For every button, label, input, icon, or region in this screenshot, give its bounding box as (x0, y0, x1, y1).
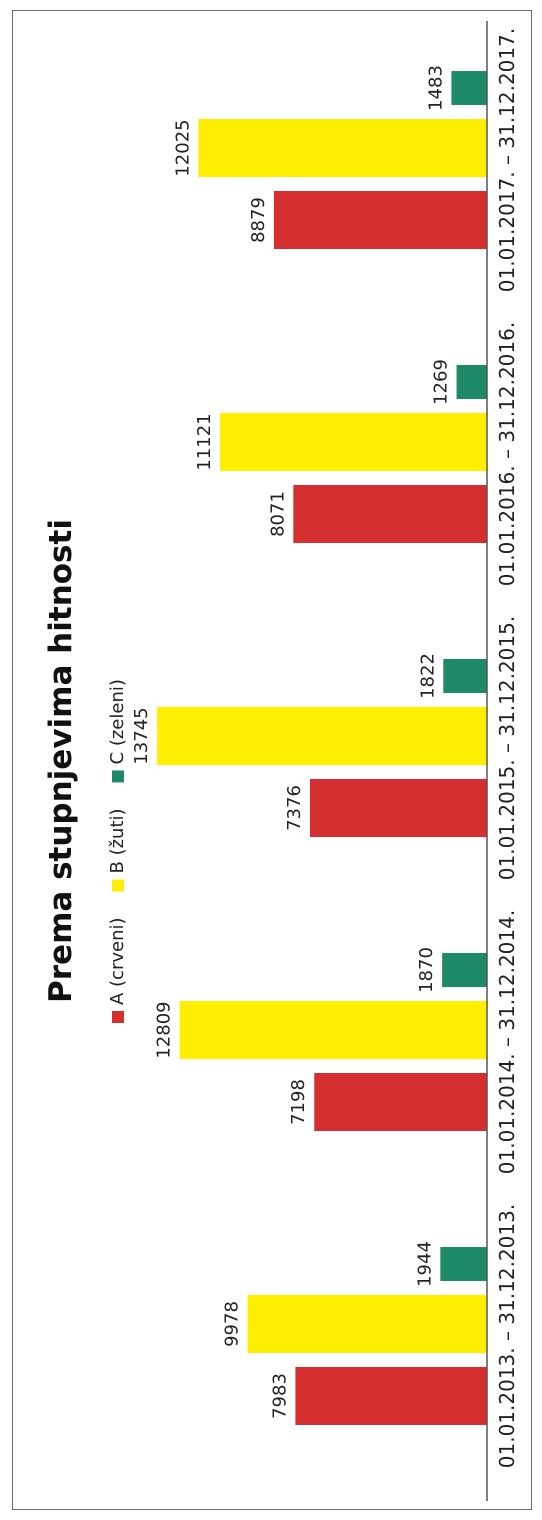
bar-c-zeleni-2 (442, 953, 487, 987)
data-label-c-zeleni-5: 1483 (425, 65, 446, 111)
x-tick-label-1: 01.01.2013. – 31.12.2013. (495, 1204, 519, 1468)
x-tick-labels: 01.01.2013. – 31.12.2013. 01.01.2014. – 3… (495, 28, 519, 1468)
legend-swatch-a-crveni (112, 1011, 124, 1023)
data-labels: 7983 9978 1944 7198 12809 1870 7376 13745 1822 80… (131, 65, 451, 1419)
x-tick-label-5: 01.01.2017. – 31.12.2017. (495, 28, 519, 292)
data-label-a-crveni-4: 8071 (267, 491, 288, 537)
chart-frame: Prema stupnjevima hitnosti A (crveni) B (… (12, 10, 532, 1510)
bar-a-crveni-5 (273, 191, 487, 249)
bar-a-crveni-1 (295, 1367, 487, 1425)
data-label-b-uti-1: 9978 (222, 1301, 243, 1347)
x-tick-label-3: 01.01.2015. – 31.12.2015. (495, 616, 519, 880)
legend: A (crveni) B (žuti) C (zeleni) (107, 679, 128, 1023)
data-label-c-zeleni-2: 1870 (416, 947, 437, 993)
chart-title: Prema stupnjevima hitnosti (43, 519, 79, 1003)
bar-c-zeleni-4 (456, 365, 488, 399)
bar-b-uti-3 (157, 707, 487, 765)
legend-label-a-crveni: A (crveni) (107, 917, 128, 1005)
bar-c-zeleni-5 (451, 71, 487, 105)
data-label-c-zeleni-4: 1269 (431, 359, 452, 405)
data-label-a-crveni-1: 7983 (269, 1373, 290, 1419)
bar-a-crveni-3 (309, 779, 488, 837)
bar-a-crveni-4 (293, 485, 487, 543)
data-label-b-uti-4: 11121 (194, 413, 215, 470)
data-label-c-zeleni-3: 1822 (417, 653, 438, 699)
bar-c-zeleni-3 (443, 659, 488, 693)
chart-area: Prema stupnjevima hitnosti A (crveni) B (… (23, 21, 523, 1501)
data-label-a-crveni-2: 7198 (288, 1079, 309, 1125)
x-tick-label-4: 01.01.2016. – 31.12.2016. (495, 322, 519, 586)
data-label-b-uti-5: 12025 (172, 119, 193, 176)
bar-b-uti-2 (179, 1001, 487, 1059)
bars (157, 71, 488, 1425)
x-tick-label-2: 01.01.2014. – 31.12.2014. (495, 910, 519, 1174)
bar-a-crveni-2 (314, 1073, 487, 1131)
data-label-a-crveni-5: 8879 (248, 197, 269, 243)
legend-swatch-c-zeleni (112, 770, 124, 783)
bar-chart: Prema stupnjevima hitnosti A (crveni) B (… (43, 21, 519, 1501)
data-label-b-uti-3: 13745 (131, 707, 152, 764)
data-label-b-uti-2: 12809 (154, 1001, 175, 1058)
data-label-c-zeleni-1: 1944 (414, 1241, 435, 1287)
bar-c-zeleni-1 (440, 1247, 487, 1281)
bar-b-uti-4 (220, 413, 487, 471)
legend-label-b-uti: B (žuti) (107, 808, 128, 873)
legend-label-c-zeleni: C (zeleni) (107, 679, 128, 764)
data-label-a-crveni-3: 7376 (284, 785, 305, 831)
legend-swatch-b-uti (112, 879, 124, 892)
bar-b-uti-5 (198, 119, 487, 177)
bar-b-uti-1 (247, 1295, 487, 1353)
